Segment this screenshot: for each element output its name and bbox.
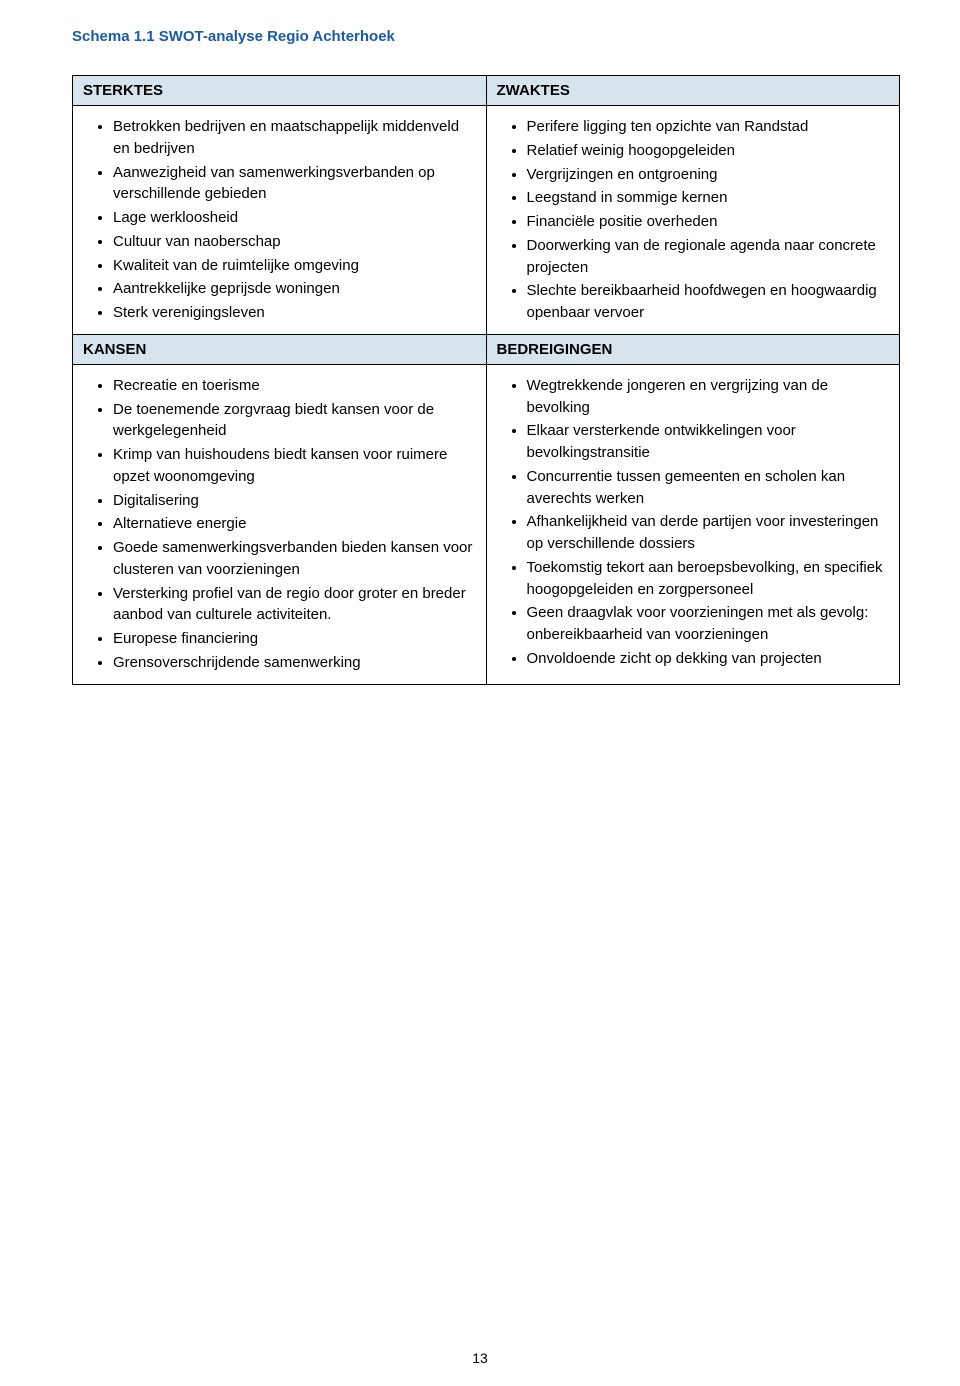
list-item: Kwaliteit van de ruimtelijke omgeving — [113, 255, 476, 277]
list-item: Wegtrekkende jongeren en vergrijzing van… — [527, 375, 890, 419]
list-item: Versterking profiel van de regio door gr… — [113, 583, 476, 627]
kansen-header: KANSEN — [73, 334, 487, 364]
schema-caption: Schema 1.1 SWOT-analyse Regio Achterhoek — [72, 28, 900, 45]
sterktes-header: STERKTES — [73, 76, 487, 106]
zwaktes-list: Perifere ligging ten opzichte van Randst… — [497, 116, 890, 324]
bedreigingen-header: BEDREIGINGEN — [486, 334, 900, 364]
list-item: Grensoverschrijdende samenwerking — [113, 652, 476, 674]
list-item: Perifere ligging ten opzichte van Randst… — [527, 116, 890, 138]
list-item: Alternatieve energie — [113, 513, 476, 535]
list-item: Goede samenwerkingsverbanden bieden kans… — [113, 537, 476, 581]
bedreigingen-list: Wegtrekkende jongeren en vergrijzing van… — [497, 375, 890, 670]
bedreigingen-cell: Wegtrekkende jongeren en vergrijzing van… — [486, 364, 900, 684]
list-item: Sterk verenigingsleven — [113, 302, 476, 324]
list-item: Recreatie en toerisme — [113, 375, 476, 397]
page-number: 13 — [0, 1350, 960, 1366]
list-item: Leegstand in sommige kernen — [527, 187, 890, 209]
list-item: Cultuur van naoberschap — [113, 231, 476, 253]
list-item: Aanwezigheid van samenwerkingsverbanden … — [113, 162, 476, 206]
list-item: Digitalisering — [113, 490, 476, 512]
list-item: Europese financiering — [113, 628, 476, 650]
kansen-cell: Recreatie en toerisme De toenemende zorg… — [73, 364, 487, 684]
kansen-list: Recreatie en toerisme De toenemende zorg… — [83, 375, 476, 674]
list-item: Onvoldoende zicht op dekking van project… — [527, 648, 890, 670]
list-item: Lage werkloosheid — [113, 207, 476, 229]
zwaktes-cell: Perifere ligging ten opzichte van Randst… — [486, 106, 900, 335]
list-item: Betrokken bedrijven en maatschappelijk m… — [113, 116, 476, 160]
list-item: Slechte bereikbaarheid hoofdwegen en hoo… — [527, 280, 890, 324]
list-item: Geen draagvlak voor voorzieningen met al… — [527, 602, 890, 646]
list-item: Financiële positie overheden — [527, 211, 890, 233]
list-item: Doorwerking van de regionale agenda naar… — [527, 235, 890, 279]
list-item: Elkaar versterkende ontwikkelingen voor … — [527, 420, 890, 464]
sterktes-cell: Betrokken bedrijven en maatschappelijk m… — [73, 106, 487, 335]
list-item: Krimp van huishoudens biedt kansen voor … — [113, 444, 476, 488]
list-item: Relatief weinig hoogopgeleiden — [527, 140, 890, 162]
list-item: Vergrijzingen en ontgroening — [527, 164, 890, 186]
list-item: Afhankelijkheid van derde partijen voor … — [527, 511, 890, 555]
list-item: De toenemende zorgvraag biedt kansen voo… — [113, 399, 476, 443]
list-item: Concurrentie tussen gemeenten en scholen… — [527, 466, 890, 510]
page: Schema 1.1 SWOT-analyse Regio Achterhoek… — [0, 0, 960, 1386]
list-item: Toekomstig tekort aan beroepsbevolking, … — [527, 557, 890, 601]
zwaktes-header: ZWAKTES — [486, 76, 900, 106]
sterktes-list: Betrokken bedrijven en maatschappelijk m… — [83, 116, 476, 324]
swot-table: STERKTES ZWAKTES Betrokken bedrijven en … — [72, 75, 900, 685]
list-item: Aantrekkelijke geprijsde woningen — [113, 278, 476, 300]
